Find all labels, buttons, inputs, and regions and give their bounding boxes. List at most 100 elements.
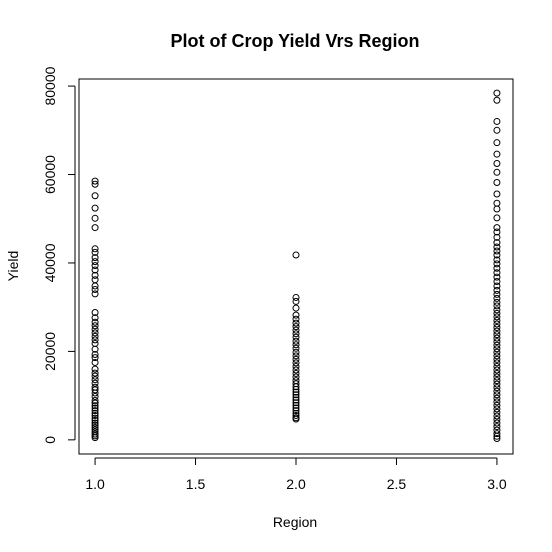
data-point (493, 412, 501, 420)
data-point (91, 271, 99, 279)
y-tick-label: 80000 (42, 66, 58, 105)
data-point (493, 394, 501, 402)
data-point (91, 248, 99, 256)
data-point (493, 228, 501, 236)
data-point (493, 178, 501, 186)
data-point (493, 331, 501, 339)
data-point (493, 327, 501, 335)
data-point (493, 408, 501, 416)
y-axis-label: Yield (5, 251, 21, 282)
data-point (91, 393, 99, 401)
data-point (292, 359, 300, 367)
data-point (91, 258, 99, 266)
data-point (493, 362, 501, 370)
data-point (292, 388, 300, 396)
data-point (91, 314, 99, 322)
data-point (91, 369, 99, 377)
data-point (91, 421, 99, 429)
data-point (91, 322, 99, 330)
data-point (292, 323, 300, 331)
data-point (493, 313, 501, 321)
data-point (91, 308, 99, 316)
data-point (292, 385, 300, 393)
y-axis: 0 20000 40000 60000 80000 (42, 66, 76, 444)
y-tick-label: 40000 (42, 243, 58, 282)
data-point (91, 276, 99, 284)
data-point (493, 423, 501, 431)
y-tick-label: 20000 (42, 332, 58, 371)
data-point (493, 251, 501, 259)
data-point (493, 324, 501, 332)
data-point (493, 294, 501, 302)
data-point (493, 366, 501, 374)
data-point (292, 293, 300, 301)
data-point (493, 302, 501, 310)
data-point (292, 333, 300, 341)
data-point (91, 365, 99, 373)
data-point (91, 282, 99, 290)
data-point (493, 309, 501, 317)
data-point (493, 96, 501, 104)
data-point (493, 239, 501, 247)
data-point (91, 214, 99, 222)
data-point (292, 404, 300, 412)
data-point (493, 373, 501, 381)
data-point (493, 430, 501, 438)
x-tick-label: 2.0 (286, 476, 306, 492)
data-point (91, 402, 99, 410)
data-point (91, 358, 99, 366)
y-tick-label: 0 (42, 436, 58, 444)
data-point (91, 354, 99, 362)
data-point (493, 190, 501, 198)
x-tick-label: 3.0 (487, 476, 507, 492)
data-point (493, 273, 501, 281)
data-point (493, 435, 501, 443)
data-point (493, 334, 501, 342)
data-point (292, 251, 300, 259)
data-point (91, 177, 99, 185)
data-point (493, 89, 501, 97)
data-point (493, 264, 501, 272)
data-point (91, 329, 99, 337)
data-point (493, 224, 501, 232)
data-point (292, 396, 300, 404)
data-point (292, 407, 300, 415)
data-point (91, 416, 99, 424)
data-point (493, 214, 501, 222)
data-point (91, 412, 99, 420)
data-point (493, 247, 501, 255)
data-point (292, 415, 300, 423)
data-point (292, 383, 300, 391)
x-tick-label: 1.5 (186, 476, 206, 492)
data-point (91, 345, 99, 353)
data-point (493, 286, 501, 294)
data-point (493, 256, 501, 264)
data-point (292, 399, 300, 407)
data-point (91, 399, 99, 407)
data-point (493, 298, 501, 306)
data-point (91, 404, 99, 412)
data-point (493, 398, 501, 406)
chart-title: Plot of Crop Yield Vrs Region (170, 31, 419, 51)
data-point (292, 341, 300, 349)
data-point (493, 260, 501, 268)
x-tick-label: 2.5 (387, 476, 407, 492)
data-point (493, 243, 501, 251)
data-point (292, 337, 300, 345)
data-point (493, 139, 501, 147)
data-point (91, 180, 99, 188)
data-point (292, 362, 300, 370)
data-point (91, 407, 99, 415)
data-point (493, 348, 501, 356)
data-point (292, 344, 300, 352)
x-tick-label: 1.0 (85, 476, 105, 492)
data-point (91, 245, 99, 253)
data-point (292, 352, 300, 360)
data-point (91, 254, 99, 262)
data-point (91, 336, 99, 344)
data-point (91, 409, 99, 417)
data-point (91, 325, 99, 333)
data-point (91, 262, 99, 270)
data-point (493, 126, 501, 134)
